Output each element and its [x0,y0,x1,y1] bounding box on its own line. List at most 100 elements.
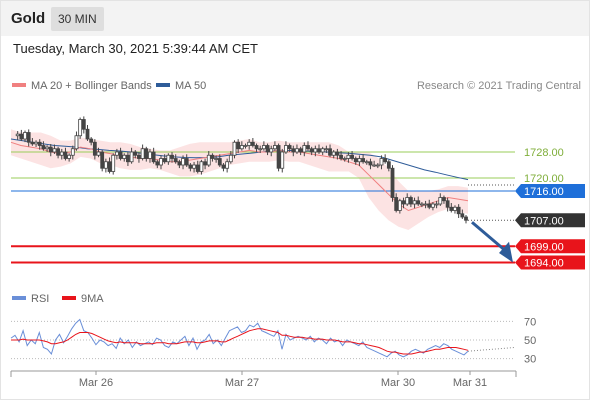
candle-body [206,154,211,166]
timestamp-text: Tuesday, March 30, 2021 5:39:44 AM CET [13,41,258,56]
candle-body [412,200,417,205]
candle-body [434,203,439,206]
candle-body [162,158,167,163]
candle-body [199,161,204,172]
candle-body [184,158,189,166]
candle-body [85,128,90,140]
candle-body [188,164,193,169]
candle-body [397,200,402,211]
candle-body [23,132,27,140]
level-label: 1694.00 [524,258,564,270]
bollinger-bands [11,129,468,230]
x-tick-label: Mar 26 [79,377,113,389]
rsi-line [10,318,469,358]
candle-body [423,203,428,206]
candle-body [364,161,369,164]
candle-body [148,151,152,159]
copyright-text: Research © 2021 Trading Central [416,80,581,92]
candle-body [261,145,266,150]
candle-body [284,145,288,153]
candle-body [420,203,424,206]
candle-body [449,206,454,211]
candle-body [48,146,53,153]
candle-body [309,148,314,153]
candle-body [92,141,97,156]
candle-body [317,148,321,153]
level-tag [515,213,585,228]
candle-body [331,151,336,156]
candle-body [273,145,277,150]
candle-body [342,158,347,160]
candle-body [442,197,446,202]
candle-body [298,148,303,153]
level-tag [515,239,585,254]
header-bar: Gold 30 MIN [0,0,590,36]
candle-body [306,145,310,150]
candle-body [111,154,116,172]
candle-body [243,145,248,147]
candle-body [265,145,270,153]
candle-body [78,119,83,137]
x-tick-label: Mar 27 [225,377,259,389]
candle-body [438,197,443,205]
candle-body [203,161,207,166]
level-label: 1720.00 [524,173,564,185]
candle-body [302,145,307,153]
candle-body [210,154,215,159]
candle-body [34,141,38,145]
candle-body [427,203,432,208]
candle-body [195,164,200,172]
x-tick-label: Mar 30 [381,377,415,389]
candle-body [232,141,237,156]
candle-body [453,206,457,211]
candle-body [328,148,332,156]
ma9-swatch-icon [62,296,76,301]
level-label: 1728.00 [524,147,564,159]
ma20-swatch-icon [12,83,26,88]
rsi-tick-label: 30 [524,354,536,366]
candle-body [379,158,384,166]
legend-item-9ma: 9MA [62,293,104,305]
level-tag [515,184,585,198]
legend-label-rsi: RSI [31,293,50,305]
legend-label-9ma: 9MA [81,293,104,305]
ma50-line [10,138,469,181]
candle-body [291,148,296,153]
candle-body [177,161,182,166]
timeframe-badge[interactable]: 30 MIN [51,7,104,31]
candle-body [74,135,79,150]
candle-body [89,138,94,143]
candle-body [114,151,119,156]
rsi-ma9-line [11,328,469,355]
instrument-title: Gold [11,10,46,27]
candle-body [166,154,171,163]
candle-body [63,151,68,159]
candle-body [408,197,413,205]
candle-body [19,133,24,140]
candle-body [96,151,101,156]
x-tick-label: Mar 31 [453,377,487,389]
candle-body [353,158,358,163]
candle-body [192,164,196,169]
arrow-head-icon [499,241,513,263]
rsi-tick-label: 70 [524,316,536,328]
candle-body [431,203,435,208]
candle-body [464,216,468,221]
candle-body [372,164,377,167]
candlesticks [15,116,468,224]
candle-body [67,154,72,159]
candle-body [129,151,134,163]
candle-body [361,158,366,163]
candle-body [118,151,123,159]
candle-body [37,141,42,146]
candle-body [295,148,299,153]
candle-body [81,119,86,130]
legend-item-rsi: RSI [12,293,49,305]
candle-body [357,158,362,163]
candle-body [236,141,241,150]
candle-body [214,158,219,160]
candle-body [173,158,178,163]
